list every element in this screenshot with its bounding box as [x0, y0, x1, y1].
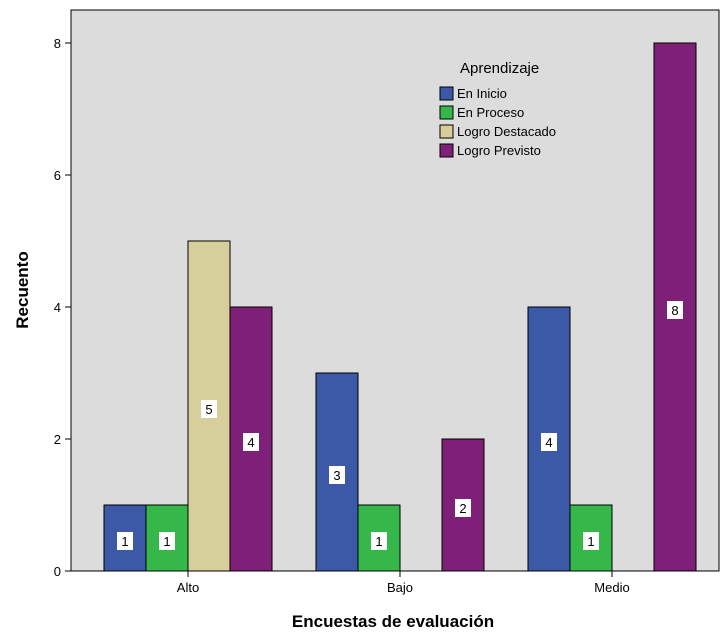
data-label: 4 — [545, 435, 552, 450]
legend-swatch — [439, 86, 454, 101]
legend-label: En Inicio — [457, 86, 507, 101]
data-label: 5 — [205, 402, 212, 417]
legend: Aprendizaje En Inicio En Proceso Logro Dest… — [439, 60, 556, 158]
x-tick-label: Bajo — [387, 580, 413, 595]
data-label: 8 — [671, 303, 678, 318]
data-label-box — [541, 433, 557, 451]
legend-label: En Proceso — [457, 105, 524, 120]
data-label: 1 — [587, 534, 594, 549]
y-tick-label: 6 — [54, 168, 61, 183]
legend-label: Logro Previsto — [457, 143, 541, 158]
data-label: 3 — [333, 468, 340, 483]
data-label: 1 — [163, 534, 170, 549]
legend-swatch — [439, 124, 454, 139]
axes-group: 0 2 4 6 8 Alto Bajo Medio — [54, 36, 630, 595]
x-tick-label: Alto — [177, 580, 199, 595]
data-label: 1 — [375, 534, 382, 549]
legend-swatch — [439, 143, 454, 158]
x-tick-label: Medio — [594, 580, 629, 595]
y-tick-label: 4 — [54, 300, 61, 315]
bars-group: 1 1 5 4 3 1 2 4 1 8 — [103, 42, 697, 572]
data-label-box — [667, 301, 683, 319]
y-tick-label: 0 — [54, 564, 61, 579]
legend-swatch — [439, 105, 454, 120]
data-label-box — [159, 532, 175, 550]
data-label-box — [201, 400, 217, 418]
y-axis-title: Recuento — [13, 251, 32, 328]
x-axis-title: Encuestas de evaluación — [292, 612, 494, 631]
plot-area — [70, 9, 720, 572]
data-label: 2 — [459, 501, 466, 516]
y-tick-label: 2 — [54, 432, 61, 447]
data-label-box — [371, 532, 387, 550]
data-label-box — [117, 532, 133, 550]
data-label-box — [583, 532, 599, 550]
data-label-box — [243, 433, 259, 451]
data-label: 4 — [247, 435, 254, 450]
data-label-box — [455, 499, 471, 517]
legend-title: Aprendizaje — [460, 60, 539, 77]
legend-label: Logro Destacado — [457, 124, 556, 139]
y-tick-label: 8 — [54, 36, 61, 51]
data-label: 1 — [121, 534, 128, 549]
data-label-box — [329, 466, 345, 484]
